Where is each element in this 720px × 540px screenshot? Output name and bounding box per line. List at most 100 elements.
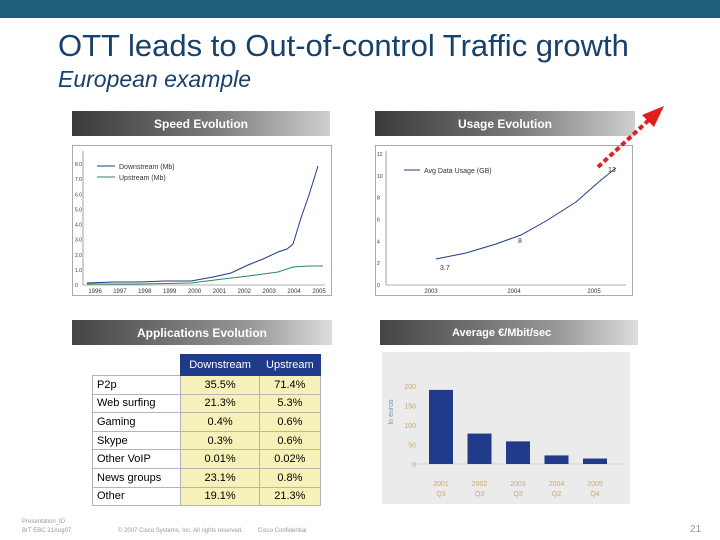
bar-category-quarter: Q3 — [436, 491, 445, 498]
average-price-header: Average €/Mbit/sec — [380, 320, 638, 345]
usage-x-tick-label: 2004 — [507, 289, 521, 295]
page-number: 21 — [690, 524, 702, 535]
usage-evolution-header: Usage Evolution — [375, 111, 635, 136]
slide-title: OTT leads to Out-of-control Traffic grow… — [58, 28, 629, 63]
upstream-value: 71.4% — [258, 375, 322, 395]
row-name: Web surfing — [91, 393, 182, 414]
growth-arrow-line — [596, 117, 652, 169]
downstream-value: 0.01% — [180, 449, 260, 469]
table-row: P2p 35.5% 71.4% — [91, 375, 322, 395]
bar-category-year: 2001 — [433, 481, 449, 488]
row-name: Other — [91, 486, 182, 507]
upstream-series — [87, 265, 323, 285]
bar-category-year: 2005 — [587, 481, 603, 488]
usage-legend: Avg Data Usage (GB) — [424, 168, 492, 175]
usage-label-2004: 8 — [518, 238, 522, 245]
speed-evolution-chart: 8.0 7.0 6.0 5.0 4.0 3.0 2.0 1.0 0 1996 1997 1998 19… — [72, 145, 332, 296]
row-name: Gaming — [91, 412, 182, 432]
downstream-value: 0.4% — [180, 412, 260, 432]
usage-series — [435, 167, 617, 260]
downstream-value: 35.5% — [180, 375, 260, 395]
table-row: News groups 23.1% 0.8% — [91, 467, 322, 488]
price-bar — [429, 389, 453, 464]
bar-y-tick-label: 100 — [404, 423, 416, 430]
usage-evolution-chart: 12 10 8 6 4 2 0 2003 2004 2005 Avg Data Usage (G… — [375, 145, 633, 296]
footer-presentation-id: Presentation_ID — [22, 519, 66, 525]
upstream-legend: Upstream (Mb) — [119, 175, 166, 182]
price-bar — [467, 433, 492, 464]
usage-y-tick-label: 6 — [377, 218, 380, 224]
speed-y-tick-label: 3.0 — [75, 238, 82, 244]
upstream-value: 5.3% — [258, 393, 322, 414]
row-name: Other VoIP — [91, 449, 182, 469]
table-row: Skype 0.3% 0.6% — [91, 430, 322, 451]
bar-y-tick-label: 50 — [408, 443, 416, 450]
bar-category-quarter: Q3 — [475, 491, 484, 498]
row-name: P2p — [91, 375, 182, 395]
applications-table-header-row: Downstream Upstream — [92, 354, 322, 376]
upstream-value: 0.6% — [258, 430, 322, 451]
speed-chart-svg: 8.0 7.0 6.0 5.0 4.0 3.0 2.0 1.0 0 1996 1997 1998 19… — [75, 151, 326, 295]
speed-x-tick-label: 1996 — [88, 289, 102, 295]
usage-y-tick-label: 8 — [377, 196, 380, 202]
speed-x-tick-label: 1998 — [138, 289, 152, 295]
usage-y-tick-label: 12 — [377, 152, 383, 158]
downstream-value: 23.1% — [180, 467, 260, 488]
table-row: Other VoIP 0.01% 0.02% — [91, 449, 322, 469]
upstream-value: 0.02% — [258, 449, 322, 469]
speed-y-tick-label: 8.0 — [75, 162, 82, 168]
usage-y-tick-label: 10 — [377, 174, 383, 180]
downstream-column-header: Downstream — [180, 354, 260, 376]
usage-chart-svg: 12 10 8 6 4 2 0 2003 2004 2005 Avg Data Usage (G… — [377, 151, 626, 295]
speed-x-tick-label: 2003 — [263, 289, 277, 295]
speed-x-tick-label: 2004 — [287, 289, 301, 295]
speed-y-tick-label: 4.0 — [75, 223, 82, 229]
usage-x-tick-label: 2003 — [424, 289, 438, 295]
downstream-series — [86, 165, 319, 284]
usage-label-2005: 13 — [608, 167, 616, 174]
bar-y-tick-label: 200 — [404, 384, 416, 391]
speed-y-tick-label: 7.0 — [75, 177, 82, 183]
table-row: Web surfing 21.3% 5.3% — [91, 393, 322, 414]
price-bar — [544, 455, 569, 464]
usage-x-tick-label: 2005 — [587, 289, 601, 295]
downstream-value: 21.3% — [180, 393, 260, 414]
usage-label-2003: 3.7 — [440, 265, 450, 272]
slide-subtitle: European example — [58, 66, 252, 92]
speed-y-tick-label: 0 — [75, 283, 78, 289]
applications-evolution-title: Applications Evolution — [136, 325, 267, 340]
upstream-value: 21.3% — [258, 486, 322, 507]
usage-y-tick-label: 0 — [377, 283, 380, 289]
bar-category-year: 2002 — [472, 481, 488, 488]
speed-y-tick-label: 5.0 — [75, 207, 82, 213]
average-price-chart: In euros 200 150 100 50 0 2001 Q3 2002 Q3 2003 Q3 2… — [382, 352, 630, 504]
upstream-value: 0.6% — [258, 412, 322, 432]
row-name: News groups — [91, 467, 182, 488]
bar-y-tick-label: 150 — [404, 404, 416, 411]
price-bar — [506, 441, 530, 464]
speed-x-tick-label: 2002 — [238, 289, 252, 295]
usage-evolution-title: Usage Evolution — [457, 116, 552, 131]
speed-x-tick-label: 1999 — [163, 289, 177, 295]
bar-category-year: 2004 — [549, 481, 565, 488]
upstream-value: 0.8% — [258, 467, 322, 488]
speed-y-tick-label: 2.0 — [75, 253, 82, 259]
growth-arrow — [596, 106, 664, 169]
usage-y-tick-label: 4 — [377, 239, 380, 245]
applications-table-corner — [92, 354, 181, 376]
speed-x-tick-label: 2001 — [213, 289, 227, 295]
price-bar — [583, 458, 607, 464]
bar-category-quarter: Q2 — [552, 491, 561, 498]
growth-arrow-head — [642, 106, 664, 127]
bar-y-tick-label: 0 — [412, 462, 416, 469]
applications-evolution-header: Applications Evolution — [72, 320, 332, 345]
downstream-legend: Downstream (Mb) — [119, 164, 175, 171]
usage-y-tick-label: 2 — [377, 261, 380, 267]
speed-evolution-header: Speed Evolution — [72, 111, 330, 136]
top-bar — [0, 0, 720, 18]
speed-y-tick-label: 1.0 — [75, 268, 82, 274]
speed-y-tick-label: 6.0 — [75, 192, 82, 198]
upstream-column-header: Upstream — [258, 354, 322, 376]
row-name: Skype — [91, 430, 182, 451]
bar-category-quarter: Q3 — [513, 491, 522, 498]
